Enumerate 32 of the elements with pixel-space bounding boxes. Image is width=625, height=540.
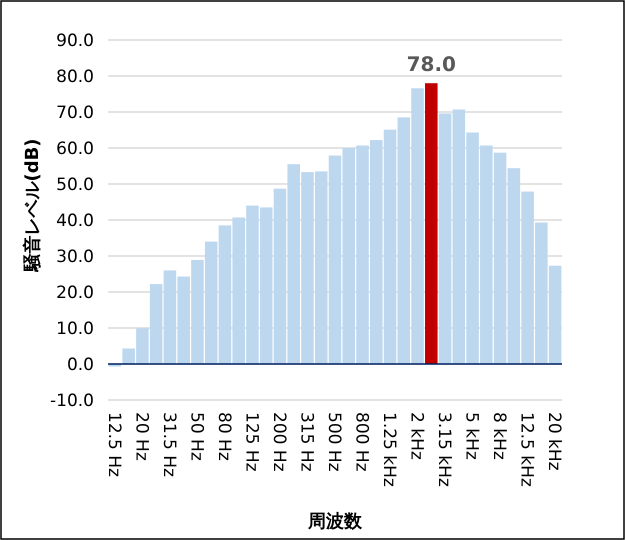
bar — [425, 83, 438, 364]
y-tick-label: 0.0 — [66, 355, 94, 375]
data-label: 78.0 — [406, 52, 456, 76]
y-tick-label: -10.0 — [50, 391, 94, 411]
x-tick-label: 80 Hz — [214, 412, 234, 461]
x-tick-label: 200 Hz — [268, 412, 289, 472]
x-tick-label: 5 kHz — [462, 412, 482, 460]
y-tick-label: 10.0 — [56, 319, 94, 339]
y-tick-label: 70.0 — [56, 103, 94, 123]
x-tick-label: 2 kHz — [406, 412, 427, 460]
x-tick-label: 50 Hz — [186, 412, 206, 461]
x-tick-label: 125 Hz — [241, 412, 262, 472]
x-tick-label: 1.25 kHz — [379, 412, 400, 487]
y-tick-label: 20.0 — [56, 283, 94, 303]
x-tick-label: 20 Hz — [131, 412, 152, 461]
x-tick-label: 20 kHz — [544, 412, 564, 471]
x-tick-label: 3.15 kHz — [434, 412, 454, 487]
x-tick-label: 12.5 kHz — [516, 412, 537, 487]
x-tick-label: 315 Hz — [296, 412, 316, 472]
y-tick-label: 90.0 — [56, 31, 94, 51]
x-tick-label: 12.5 Hz — [104, 412, 124, 478]
x-tick-label: 31.5 Hz — [158, 412, 179, 478]
x-tick-label: 8 kHz — [489, 412, 510, 460]
y-axis-title: 騒音レベル(dB) — [22, 138, 43, 273]
x-axis-title: 周波数 — [307, 511, 363, 532]
x-tick-label: 800 Hz — [352, 412, 372, 472]
y-tick-label: 80.0 — [56, 67, 94, 87]
y-tick-label: 50.0 — [56, 175, 94, 195]
y-tick-label: 40.0 — [56, 211, 94, 231]
x-tick-label: 500 Hz — [324, 412, 344, 472]
y-tick-label: 30.0 — [56, 247, 94, 267]
y-tick-label: 60.0 — [56, 139, 94, 159]
